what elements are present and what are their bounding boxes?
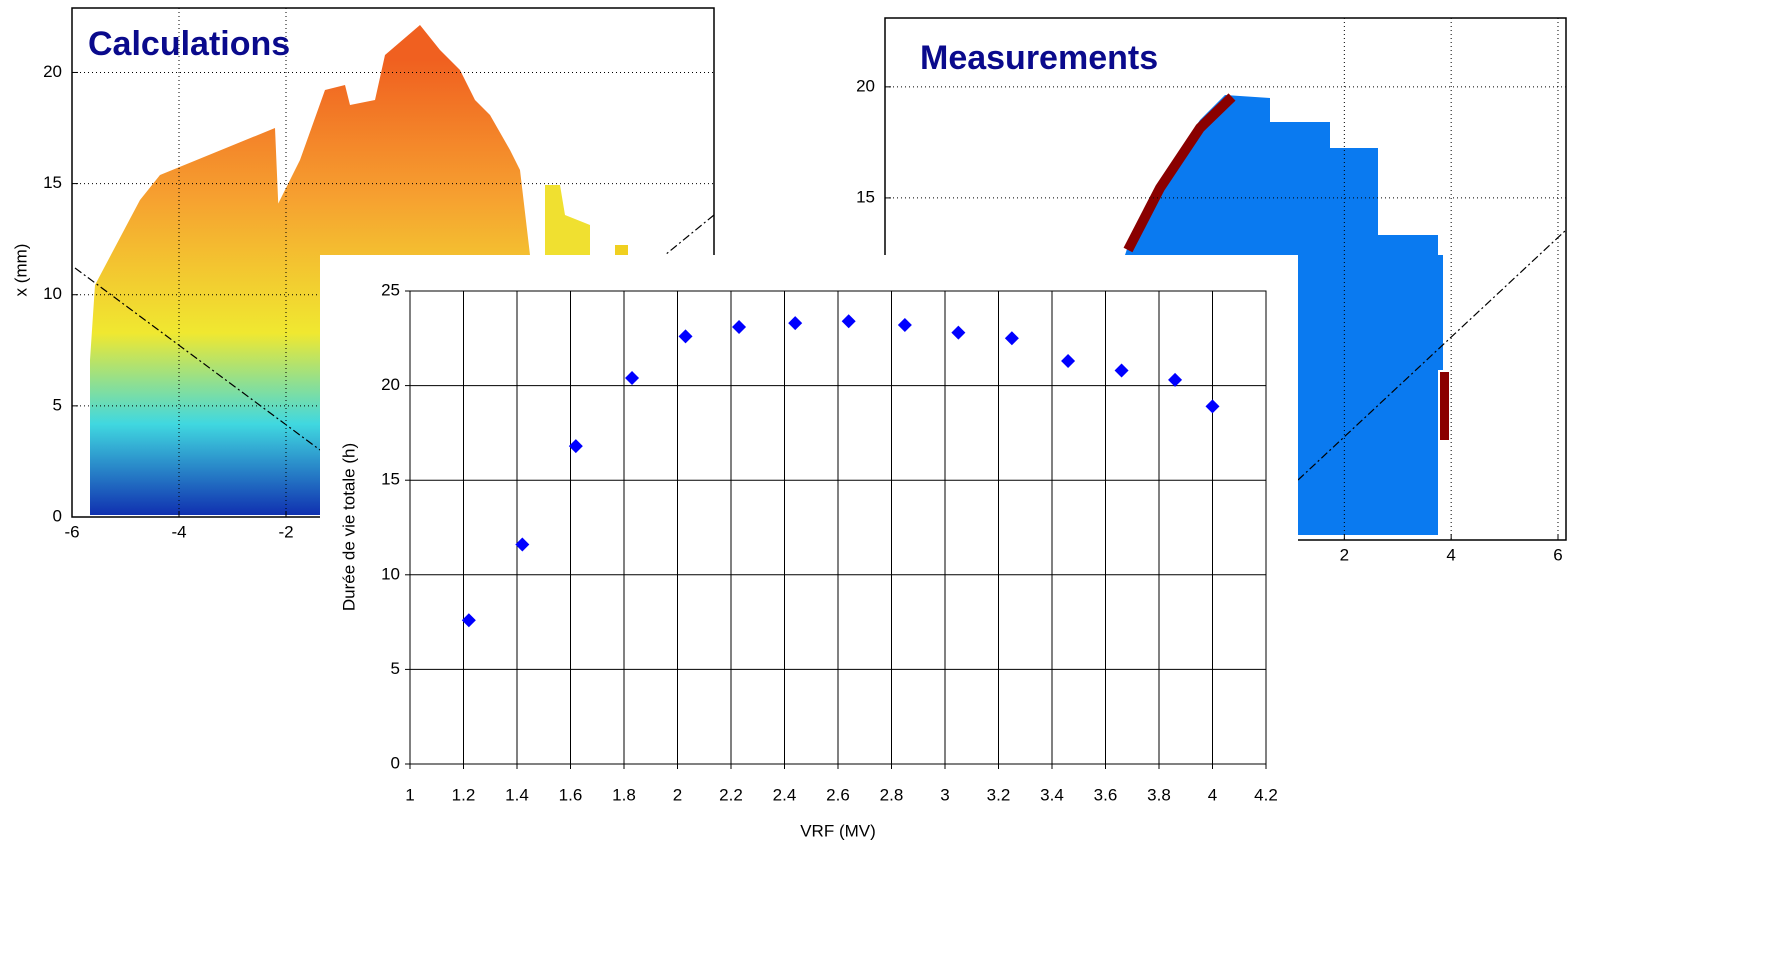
scatter-point (678, 329, 693, 344)
scatter-point (841, 314, 856, 329)
x-tick-label: 4.2 (1254, 785, 1278, 804)
dash-dot-line (664, 214, 715, 256)
y-tick-label: 15 (43, 173, 62, 192)
x-tick-label: 3.2 (987, 785, 1011, 804)
y-tick-label: 15 (381, 470, 400, 489)
heatmap-area (1125, 95, 1438, 535)
scatter-point (897, 318, 912, 333)
y-tick-label: 15 (856, 187, 875, 206)
y-tick-label: 25 (381, 280, 400, 299)
x-tick-label: 3.6 (1094, 785, 1118, 804)
dash-dot-line (74, 267, 321, 451)
x-tick-label: 4 (1208, 785, 1217, 804)
scatter-panel: VRF (MV) Durée de vie totale (h) 0 5 10 15 2… (339, 280, 1277, 840)
y-tick-label: 0 (391, 753, 400, 772)
plot-frame (409, 290, 1267, 765)
scatter-point (1205, 399, 1220, 414)
scatter-point (951, 325, 966, 340)
heatmap-edge (1438, 255, 1443, 370)
y-tick-label: 20 (381, 375, 400, 394)
scatter-point (625, 371, 640, 386)
panel-title: Measurements (920, 39, 1158, 77)
chart-background (320, 255, 1298, 852)
x-tick-label: 3 (940, 785, 949, 804)
x-tick-label: 3.8 (1147, 785, 1171, 804)
y-tick-label: 5 (391, 659, 400, 678)
x-tick-label: -6 (64, 522, 79, 541)
heatmap-area (545, 185, 590, 255)
x-tick-label: 1.4 (505, 785, 529, 804)
y-tick-label: 0 (53, 506, 62, 525)
heatmap-area (90, 25, 530, 515)
heatmap-area (615, 245, 628, 255)
scatter-point (515, 537, 530, 552)
y-tick-label: 20 (856, 76, 875, 95)
x-tick-label: 2.8 (880, 785, 904, 804)
scatter-point (1114, 363, 1129, 378)
y-axis-label: x (mm) (11, 244, 30, 297)
panel-title: Calculations (88, 25, 290, 63)
x-tick-label: 1 (405, 785, 414, 804)
y-tick-label: 10 (381, 564, 400, 583)
x-tick-label: 2.2 (719, 785, 743, 804)
x-tick-label: 2 (1340, 545, 1349, 564)
x-tick-label: 3.4 (1040, 785, 1064, 804)
x-tick-label: 2 (673, 785, 682, 804)
calculations-panel: x (mm) 0 5 10 15 20 -6 -4 -2 Calculations (11, 7, 715, 541)
x-tick-label: 2.6 (826, 785, 850, 804)
scatter-point (788, 316, 803, 331)
y-tick-label: 10 (43, 284, 62, 303)
y-axis-label: Durée de vie totale (h) (339, 443, 358, 611)
x-tick-label: -4 (171, 522, 186, 541)
x-tick-label: 1.8 (612, 785, 636, 804)
heatmap-edge (1123, 93, 1236, 253)
scatter-point (732, 319, 747, 334)
x-tick-label: 2.4 (773, 785, 797, 804)
scatter-point (568, 439, 583, 454)
scatter-point (1061, 354, 1076, 369)
y-tick-label: 20 (43, 62, 62, 81)
scatter-point (1004, 331, 1019, 346)
x-tick-label: -2 (278, 522, 293, 541)
x-tick-label: 1.6 (559, 785, 583, 804)
x-tick-label: 4 (1446, 545, 1455, 564)
heatmap-edge (1440, 372, 1449, 440)
x-tick-label: 1.2 (452, 785, 476, 804)
y-tick-label: 5 (53, 395, 62, 414)
x-axis-label: VRF (MV) (800, 821, 876, 840)
scatter-point (461, 613, 476, 628)
dash-dot-line (1297, 229, 1567, 481)
x-tick-label: 6 (1553, 545, 1562, 564)
scatter-point (1168, 372, 1183, 387)
